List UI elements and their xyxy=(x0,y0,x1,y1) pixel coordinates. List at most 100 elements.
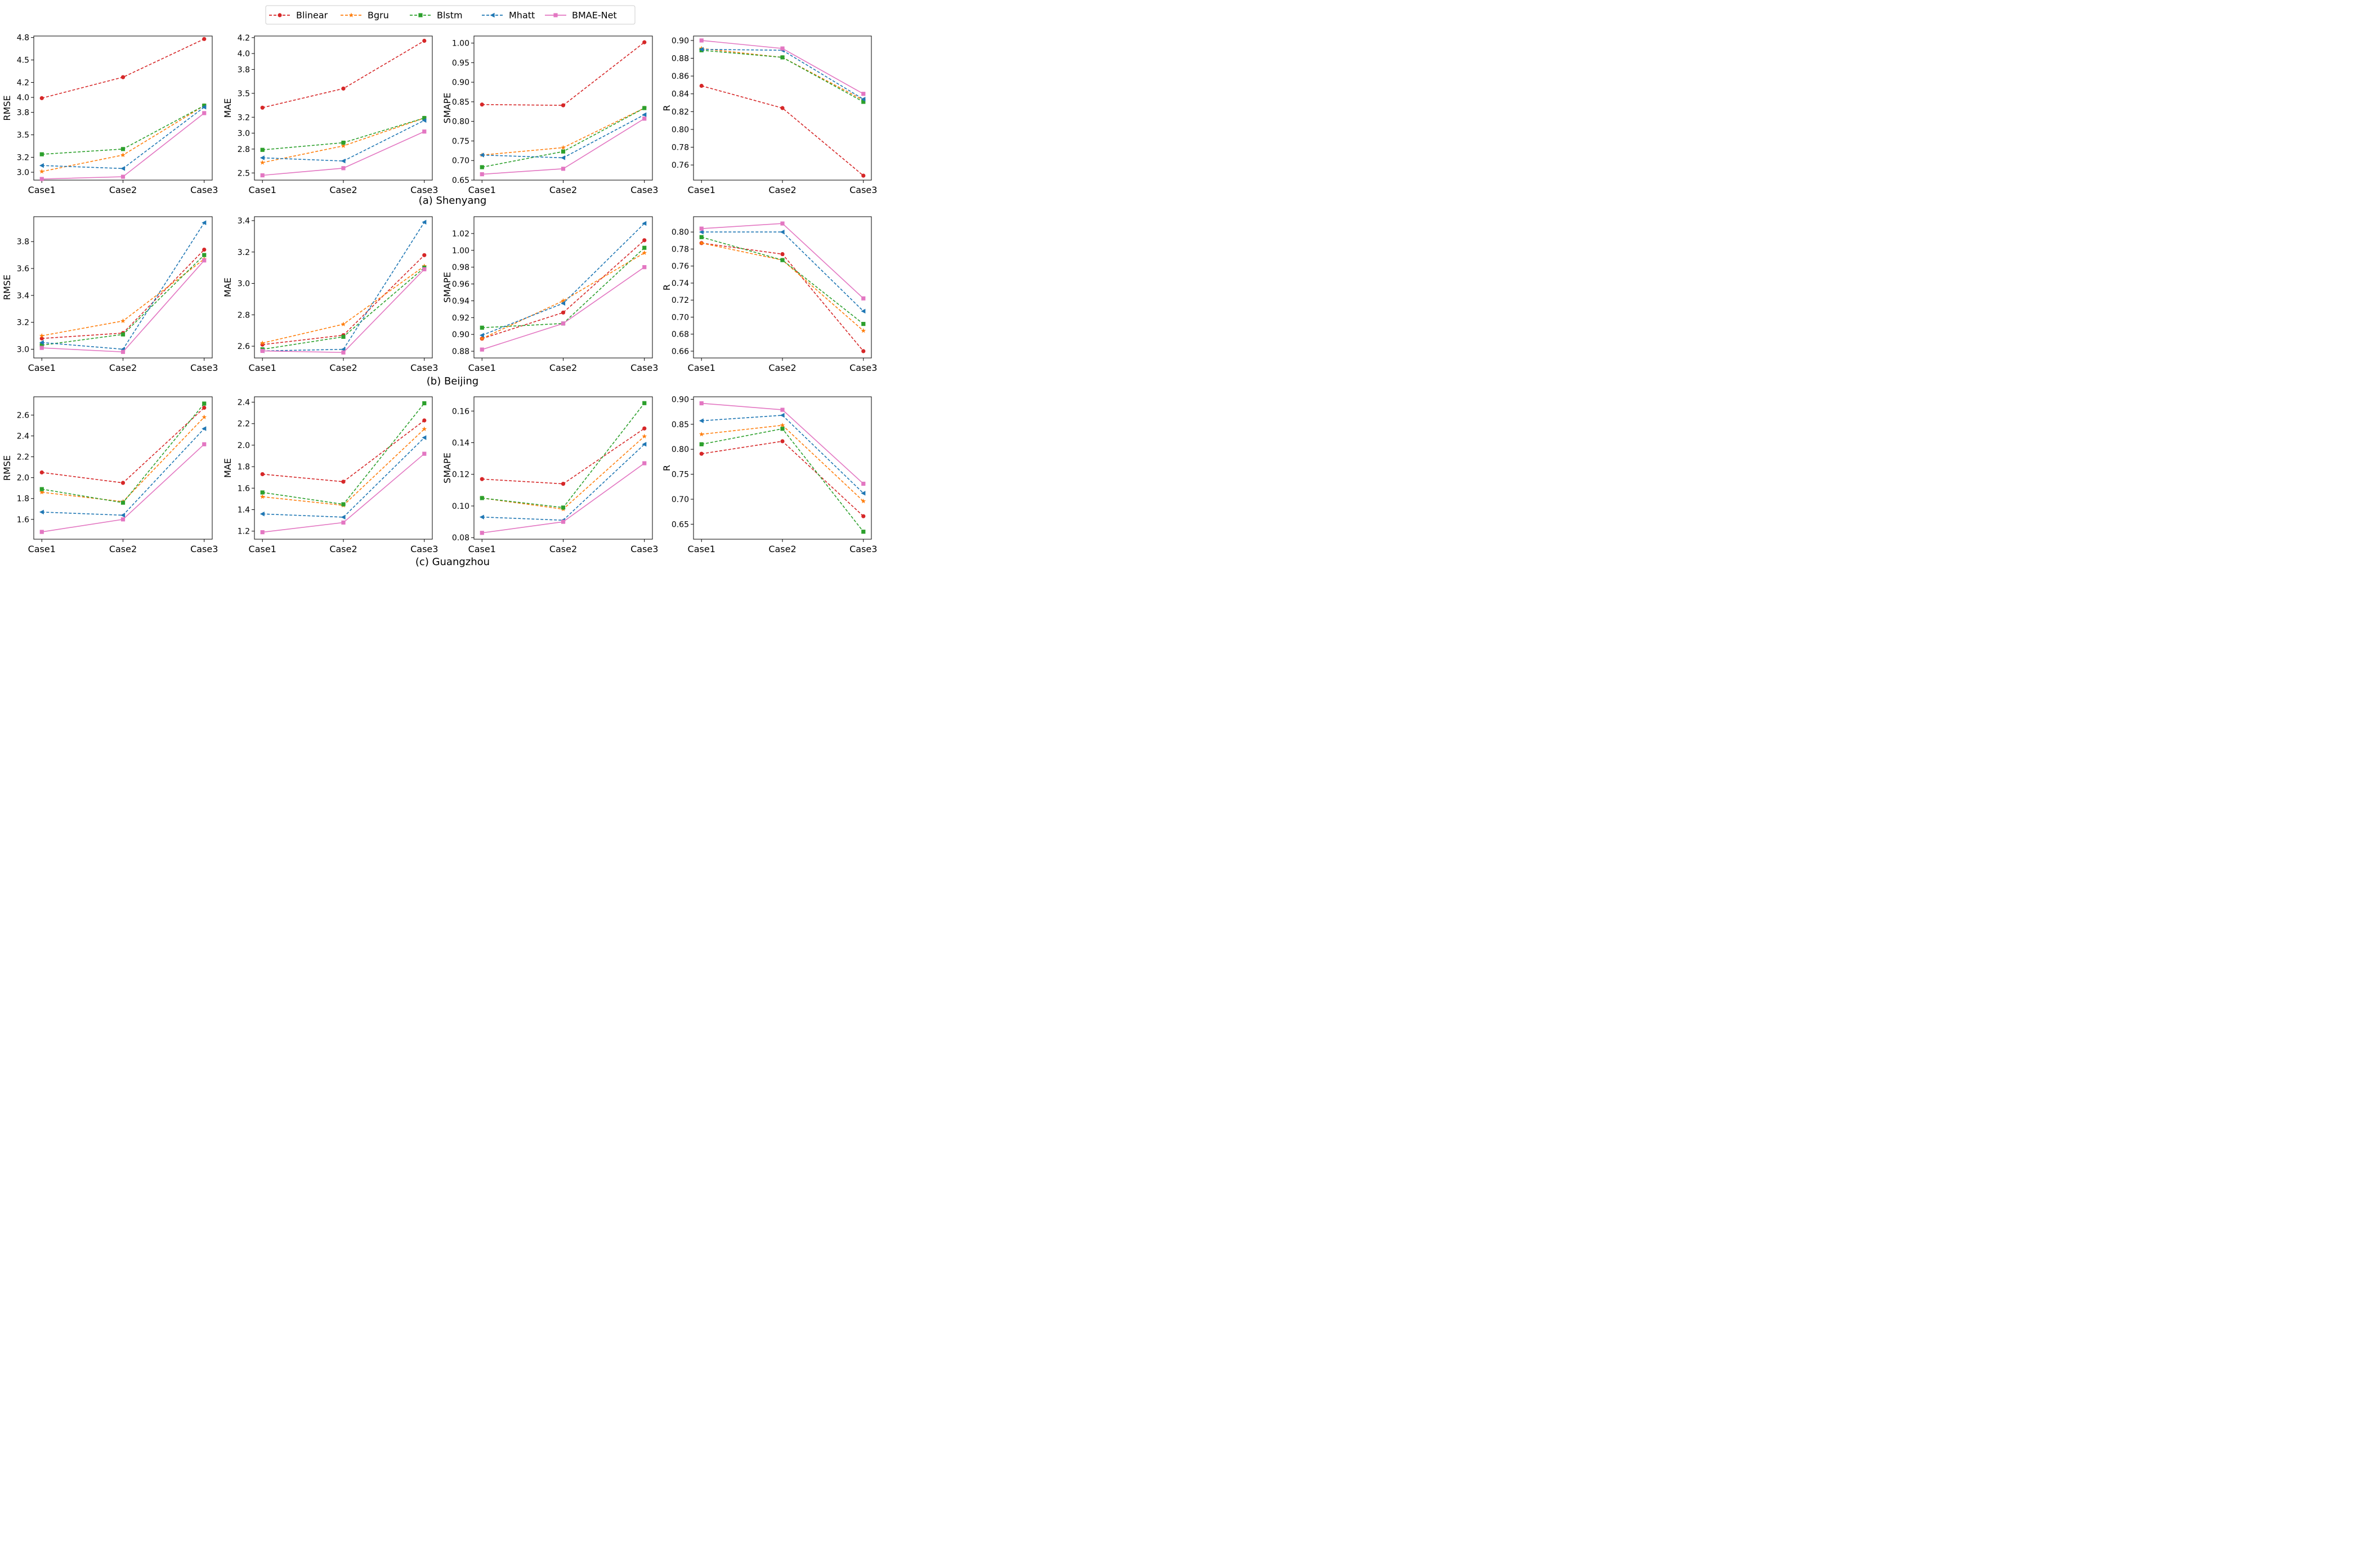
data-point xyxy=(39,343,44,347)
y-tick-label: 0.68 xyxy=(672,330,689,339)
series-bgru xyxy=(260,115,427,165)
series-blinear xyxy=(39,37,207,100)
data-point xyxy=(341,502,346,507)
series-line xyxy=(262,40,425,109)
series-bmae-net xyxy=(260,267,427,355)
data-point xyxy=(479,333,484,338)
y-axis-label: SMAPE xyxy=(442,272,453,303)
y-tick-label: 4.2 xyxy=(238,34,250,43)
series-blstm xyxy=(480,401,647,510)
data-point xyxy=(120,500,126,505)
series-bmae-net xyxy=(39,442,207,534)
data-point xyxy=(561,505,566,510)
x-tick-label: Case1 xyxy=(28,544,56,554)
data-point xyxy=(561,298,566,303)
y-tick-label: 0.90 xyxy=(452,78,469,87)
x-tick-label: Case1 xyxy=(688,362,715,373)
series-blstm xyxy=(260,116,427,152)
data-point xyxy=(341,158,346,164)
data-point xyxy=(202,37,207,41)
data-point xyxy=(861,308,866,314)
series-blinear xyxy=(39,405,207,485)
data-point xyxy=(561,482,566,486)
y-axis-label: RMSE xyxy=(2,455,12,481)
x-tick-label: Case3 xyxy=(410,362,438,373)
data-point xyxy=(422,401,427,406)
data-point xyxy=(480,496,484,500)
series-bmae-net xyxy=(480,265,647,352)
series-line xyxy=(482,428,645,485)
x-tick-label: Case1 xyxy=(688,185,715,195)
series-mhatt xyxy=(39,220,207,352)
y-tick-label: 0.85 xyxy=(452,98,469,107)
data-point xyxy=(120,152,126,158)
series-line xyxy=(262,117,425,163)
x-tick-label: Case2 xyxy=(109,544,137,554)
x-tick-label: Case3 xyxy=(630,185,658,195)
y-axis-label: SMAPE xyxy=(442,453,453,483)
series-bgru xyxy=(479,250,647,341)
y-tick-label: 0.78 xyxy=(672,245,689,254)
legend-label: Bgru xyxy=(368,10,389,21)
x-tick-label: Case1 xyxy=(28,362,56,373)
data-point xyxy=(39,152,44,156)
series-line xyxy=(482,402,645,508)
data-point xyxy=(260,147,265,152)
x-tick-label: Case3 xyxy=(410,544,438,554)
series-line xyxy=(701,424,864,502)
y-tick-label: 2.4 xyxy=(238,398,250,407)
x-tick-label: Case1 xyxy=(468,544,496,554)
x-tick-label: Case2 xyxy=(329,362,357,373)
y-tick-label: 0.75 xyxy=(672,471,689,480)
y-tick-label: 0.92 xyxy=(452,314,469,323)
x-tick-label: Case3 xyxy=(190,185,218,195)
y-tick-label: 0.95 xyxy=(452,59,469,68)
y-tick-label: 0.16 xyxy=(452,407,469,416)
data-point xyxy=(120,318,126,323)
data-point xyxy=(341,334,346,339)
series-line xyxy=(701,236,864,325)
chart-panel-r2c0: 1.6 1.8 2.0 2.2 2.4 2.6 Case1 Case2 Case3 RMSE xyxy=(2,396,218,554)
data-point xyxy=(202,253,207,257)
y-axis-label: MAE xyxy=(222,458,233,478)
data-point xyxy=(780,258,785,262)
y-tick-label: 0.76 xyxy=(672,262,689,271)
y-tick-label: 0.12 xyxy=(452,471,469,480)
series-mhatt xyxy=(39,426,207,518)
data-point xyxy=(120,166,126,171)
x-tick-label: Case1 xyxy=(249,185,276,195)
y-tick-label: 1.00 xyxy=(452,39,469,48)
data-point xyxy=(120,350,126,354)
data-point xyxy=(861,491,866,496)
data-point xyxy=(480,477,484,481)
data-point xyxy=(202,401,207,406)
data-point xyxy=(480,347,484,352)
data-point xyxy=(699,240,704,245)
series-bgru xyxy=(699,46,866,102)
y-tick-label: 0.78 xyxy=(672,144,689,153)
y-tick-label: 2.2 xyxy=(17,453,29,462)
axes-frame xyxy=(693,216,872,359)
series-line xyxy=(482,240,645,339)
series-line xyxy=(482,266,645,350)
data-point xyxy=(260,511,265,517)
series-bgru xyxy=(39,103,207,174)
data-point xyxy=(202,111,207,115)
data-point xyxy=(260,494,265,499)
data-point xyxy=(202,414,207,419)
data-point xyxy=(699,83,704,88)
y-tick-label: 3.0 xyxy=(17,168,29,177)
series-line xyxy=(42,106,205,169)
series-bmae-net xyxy=(699,401,866,486)
y-axis-label: RMSE xyxy=(2,275,12,300)
data-point xyxy=(561,167,566,171)
x-tick-label: Case3 xyxy=(190,362,218,373)
data-point xyxy=(642,401,647,405)
legend-item-mhatt: Mhatt xyxy=(482,10,535,21)
series-blstm xyxy=(699,48,866,104)
data-point xyxy=(780,423,785,428)
data-point xyxy=(642,442,647,447)
chart-panel-r2c2: 0.08 0.10 0.12 0.14 0.16 Case1 Case2 Case3 SMAPE xyxy=(442,396,658,554)
series-blinear xyxy=(699,439,866,518)
data-point xyxy=(861,173,866,178)
